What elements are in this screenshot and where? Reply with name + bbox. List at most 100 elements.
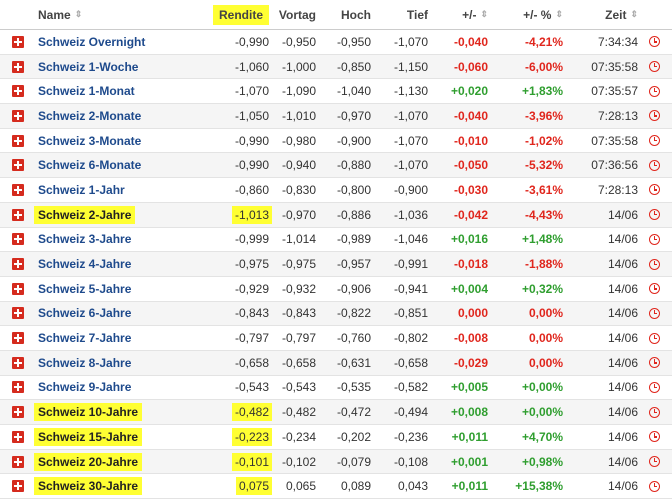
bond-name-link[interactable]: Schweiz 10-Jahre	[34, 400, 208, 424]
table-row[interactable]: Schweiz 6-Jahre -0,843 -0,843 -0,822 -0,851 0…	[0, 301, 672, 327]
clock-icon[interactable]	[644, 450, 664, 474]
column-header-hoch[interactable]: Hoch	[341, 7, 371, 22]
table-row[interactable]: Schweiz 6-Monate -0,990 -0,940 -0,880 -1,070…	[0, 153, 672, 179]
column-header-change-pct[interactable]: +/- % ⇕	[495, 0, 563, 29]
change-pct-value: 0,00%	[528, 306, 563, 321]
sort-icon: ⇕	[630, 9, 638, 19]
clock-icon[interactable]	[644, 474, 664, 498]
clock-icon[interactable]	[644, 351, 664, 375]
table-row[interactable]: Schweiz 3-Monate -0,990 -0,980 -0,900 -1,070…	[0, 129, 672, 154]
column-header-zeit[interactable]: Zeit ⇕	[568, 0, 638, 29]
clock-icon[interactable]	[644, 55, 664, 79]
change-value: -0,018	[453, 257, 488, 272]
bond-name-link[interactable]: Schweiz 4-Jahre	[38, 257, 132, 272]
bond-name-link[interactable]: Schweiz 7-Jahre	[38, 331, 132, 346]
change-value: +0,016	[450, 232, 488, 247]
clock-icon[interactable]	[644, 129, 664, 153]
change-pct-value: -4,21%	[524, 34, 563, 49]
clock-icon[interactable]	[644, 376, 664, 400]
bond-name-link[interactable]: Schweiz 15-Jahre	[34, 425, 208, 449]
column-header-name[interactable]: Name ⇕	[38, 0, 208, 29]
rendite-value: 0,075	[205, 474, 272, 498]
table-row[interactable]: Schweiz 9-Jahre -0,543 -0,543 -0,535 -0,582 +…	[0, 376, 672, 401]
time-value: 07:35:58	[591, 133, 638, 148]
table-row[interactable]: Schweiz 2-Monate -1,050 -1,010 -0,970 -1,070…	[0, 104, 672, 129]
clock-icon[interactable]	[644, 400, 664, 424]
column-header-change[interactable]: +/- ⇕	[430, 0, 488, 29]
clock-icon[interactable]	[644, 153, 664, 177]
table-row[interactable]: Schweiz 1-Jahr -0,860 -0,830 -0,800 -0,900 -0…	[0, 178, 672, 203]
time-value: 14/06	[607, 281, 638, 296]
bond-name-link[interactable]: Schweiz 1-Jahr	[38, 182, 125, 197]
table-row[interactable]: Schweiz 4-Jahre -0,975 -0,975 -0,957 -0,991 -…	[0, 252, 672, 277]
column-header-rendite-label: Rendite	[212, 4, 269, 25]
clock-icon[interactable]	[644, 302, 664, 326]
change-pct-value: -4,43%	[524, 207, 563, 222]
clock-icon[interactable]	[644, 252, 664, 276]
bond-name-link[interactable]: Schweiz 1-Monat	[38, 84, 135, 99]
vortag-value: -0,843	[281, 306, 316, 321]
column-header-change-label: +/-	[462, 7, 477, 22]
bond-name-link[interactable]: Schweiz 2-Monate	[38, 108, 142, 123]
rendite-value: -0,101	[205, 450, 272, 474]
bond-name-link[interactable]: Schweiz 1-Woche	[38, 59, 139, 74]
swiss-flag-icon	[8, 376, 28, 400]
bond-name-link[interactable]: Schweiz 3-Monate	[38, 133, 142, 148]
table-row[interactable]: Schweiz 1-Woche -1,060 -1,000 -0,850 -1,150 -…	[0, 54, 672, 80]
clock-icon[interactable]	[644, 326, 664, 350]
change-pct-value: -1,88%	[524, 257, 563, 272]
column-header-vortag[interactable]: Vortag	[278, 7, 316, 22]
vortag-value: -0,482	[281, 405, 316, 420]
column-header-rendite[interactable]: Rendite	[205, 0, 269, 29]
hoch-value: -1,040	[336, 84, 371, 99]
table-row[interactable]: Schweiz 8-Jahre -0,658 -0,658 -0,631 -0,658 -…	[0, 350, 672, 376]
hoch-value: -0,970	[336, 108, 371, 123]
change-value: -0,040	[453, 34, 488, 49]
rendite-value: -1,070	[234, 84, 269, 99]
hoch-value: -0,631	[336, 355, 371, 370]
bond-name-link[interactable]: Schweiz Overnight	[38, 34, 146, 49]
table-row[interactable]: Schweiz 3-Jahre -0,999 -1,014 -0,989 -1,046 +…	[0, 228, 672, 253]
hoch-value: -0,900	[336, 133, 371, 148]
bond-name-link[interactable]: Schweiz 3-Jahre	[38, 232, 132, 247]
change-pct-value: 0,00%	[528, 331, 563, 346]
hoch-value: -0,906	[336, 281, 371, 296]
change-value: +0,011	[451, 479, 488, 494]
bond-name-link[interactable]: Schweiz 8-Jahre	[38, 355, 132, 370]
table-row[interactable]: Schweiz 2-Jahre -1,013 -0,970 -0,886 -1,036 -…	[0, 202, 672, 228]
sort-icon: ⇕	[480, 9, 488, 19]
rendite-value: -0,223	[205, 425, 272, 449]
bond-name-link[interactable]: Schweiz 9-Jahre	[38, 380, 132, 395]
clock-icon[interactable]	[644, 178, 664, 202]
table-row[interactable]: Schweiz 7-Jahre -0,797 -0,797 -0,760 -0,802 -…	[0, 326, 672, 351]
clock-icon[interactable]	[644, 79, 664, 103]
table-row[interactable]: Schweiz 1-Monat -1,070 -1,090 -1,040 -1,130 +…	[0, 79, 672, 105]
table-row[interactable]: Schweiz Overnight -0,990 -0,950 -0,950 -1,07…	[0, 30, 672, 55]
swiss-flag-icon	[8, 104, 28, 128]
bond-name-link[interactable]: Schweiz 30-Jahre	[34, 474, 208, 498]
clock-icon[interactable]	[644, 277, 664, 301]
time-value: 7:28:13	[597, 108, 638, 123]
swiss-flag-icon	[8, 400, 28, 424]
bond-name-link[interactable]: Schweiz 2-Jahre	[34, 203, 208, 227]
bond-name-link[interactable]: Schweiz 6-Jahre	[38, 306, 132, 321]
bond-name-link[interactable]: Schweiz 6-Monate	[38, 158, 142, 173]
bond-name-link[interactable]: Schweiz 5-Jahre	[38, 281, 132, 296]
change-value: -0,040	[453, 108, 488, 123]
clock-icon[interactable]	[644, 104, 664, 128]
tief-value: -1,070	[393, 34, 428, 49]
clock-icon[interactable]	[644, 228, 664, 252]
change-pct-value: 0,00%	[528, 355, 563, 370]
table-row[interactable]: Schweiz 30-Jahre 0,075 0,065 0,089 0,043 +0,0…	[0, 474, 672, 500]
table-row[interactable]: Schweiz 15-Jahre -0,223 -0,234 -0,202 -0,236…	[0, 425, 672, 450]
table-row[interactable]: Schweiz 5-Jahre -0,929 -0,932 -0,906 -0,941 +…	[0, 277, 672, 302]
clock-icon[interactable]	[644, 425, 664, 449]
time-value: 7:28:13	[597, 182, 638, 197]
column-header-tief[interactable]: Tief	[406, 7, 428, 22]
clock-icon[interactable]	[644, 30, 664, 54]
time-value: 14/06	[607, 429, 638, 444]
bond-name-link[interactable]: Schweiz 20-Jahre	[34, 450, 208, 474]
table-row[interactable]: Schweiz 10-Jahre -0,482 -0,482 -0,472 -0,494…	[0, 400, 672, 425]
clock-icon[interactable]	[644, 203, 664, 227]
table-row[interactable]: Schweiz 20-Jahre -0,101 -0,102 -0,079 -0,108…	[0, 449, 672, 475]
